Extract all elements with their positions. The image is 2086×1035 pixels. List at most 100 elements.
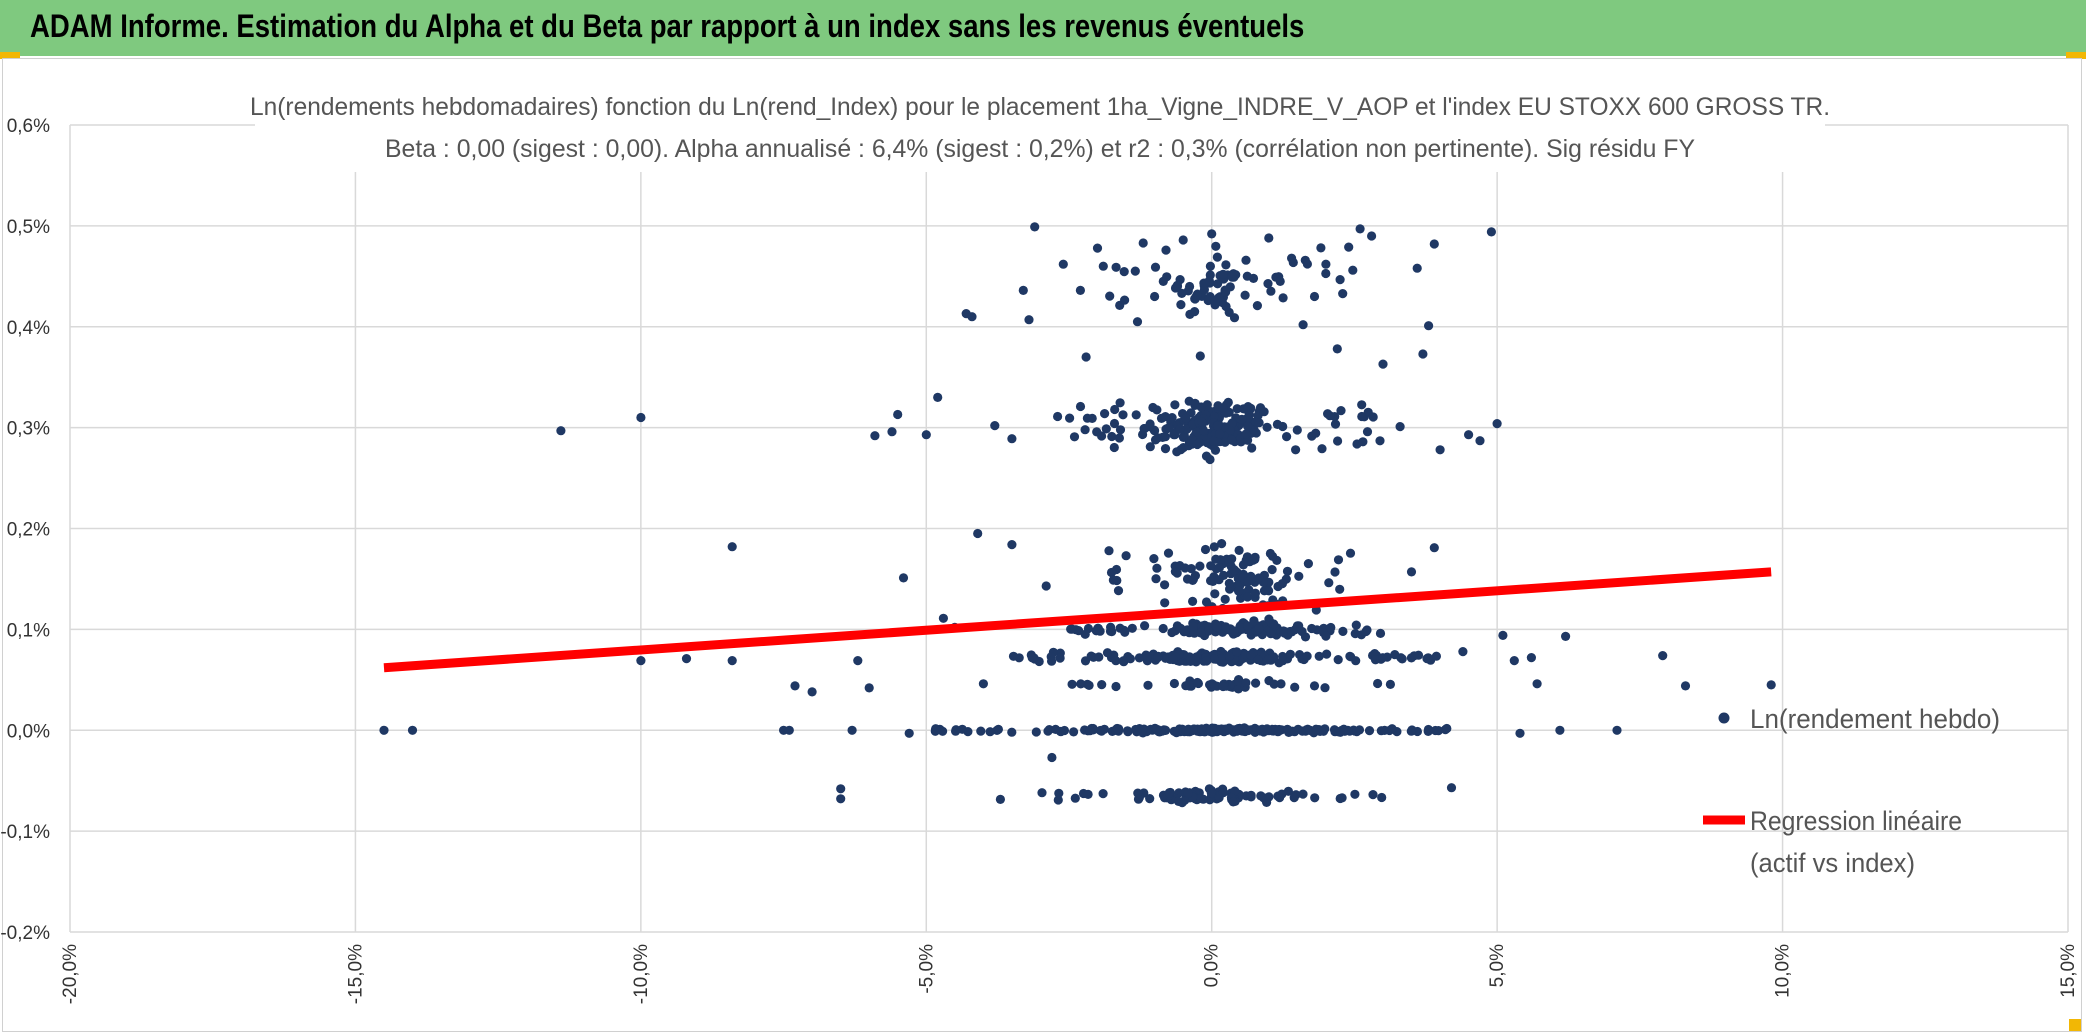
data-point [1289, 793, 1299, 803]
data-point [1041, 581, 1051, 591]
data-point [1201, 451, 1212, 461]
data-point [978, 679, 989, 689]
data-point [556, 426, 566, 436]
data-point [1209, 654, 1219, 664]
data-point [1037, 788, 1047, 798]
banner-accent-left [0, 52, 20, 59]
x-tick-label: 5,0% [1487, 944, 1508, 987]
data-point [1336, 406, 1346, 416]
y-tick-label: 0,4% [7, 318, 50, 339]
banner-accent-right [2066, 52, 2086, 59]
data-point [1182, 424, 1192, 434]
data-point [1317, 444, 1327, 454]
data-point [1121, 551, 1131, 561]
data-point [1276, 679, 1286, 689]
data-point [1195, 351, 1205, 361]
data-point [1260, 725, 1270, 736]
data-point [1199, 285, 1209, 295]
data-point [1232, 647, 1242, 657]
x-tick-label: -5,0% [916, 944, 937, 994]
data-point [1322, 649, 1332, 659]
data-point [990, 421, 1000, 431]
data-point [1125, 654, 1135, 664]
data-point [1241, 429, 1251, 439]
data-point [1188, 621, 1198, 631]
data-point [1069, 727, 1079, 737]
legend-marker-scatter [1718, 712, 1730, 724]
data-point [1196, 793, 1206, 804]
data-point [1429, 543, 1439, 553]
data-point [1163, 548, 1174, 558]
data-point [1302, 259, 1312, 269]
data-point [1278, 626, 1289, 636]
data-point [1043, 726, 1053, 736]
data-point [1254, 418, 1264, 428]
data-point [1368, 790, 1378, 800]
data-point [1197, 417, 1207, 427]
data-point [1367, 231, 1377, 241]
data-point [1173, 796, 1184, 807]
data-point [1264, 676, 1274, 686]
x-tick-label: -10,0% [631, 944, 652, 1004]
resize-handle[interactable] [2069, 1019, 2081, 1031]
data-point [1561, 631, 1571, 642]
data-point [1338, 626, 1348, 637]
data-point [1303, 559, 1313, 569]
data-point [1132, 727, 1142, 737]
data-point [1241, 678, 1251, 688]
data-point [1204, 276, 1214, 286]
data-point [893, 409, 903, 420]
data-point [1206, 561, 1216, 571]
data-point [1218, 403, 1228, 413]
data-point [1218, 788, 1228, 798]
data-point [1277, 579, 1287, 589]
data-point [1680, 681, 1691, 691]
data-point [1176, 445, 1186, 455]
data-point [1226, 554, 1236, 564]
data-point [931, 725, 941, 735]
data-point [1300, 632, 1311, 642]
data-point [1081, 352, 1091, 362]
chart-title: Ln(rendements hebdomadaires) fonction du… [250, 93, 1830, 121]
data-point [1335, 275, 1345, 285]
data-point [1115, 425, 1126, 435]
data-point [1357, 411, 1367, 422]
data-point [1112, 723, 1122, 734]
data-point [1302, 651, 1312, 661]
data-point [1230, 565, 1240, 576]
data-point [1316, 243, 1326, 253]
data-point [1373, 678, 1383, 689]
data-point [1246, 650, 1256, 660]
data-point [1311, 724, 1321, 734]
data-point [1098, 789, 1108, 799]
chart-frame [2, 58, 2082, 1032]
data-point [1212, 622, 1222, 632]
data-point [1234, 545, 1244, 556]
data-point [1053, 411, 1063, 422]
data-point [1321, 631, 1331, 641]
data-point [1172, 621, 1182, 631]
data-point [1345, 548, 1356, 558]
data-point [1131, 410, 1141, 420]
data-point [1190, 307, 1200, 317]
data-point [1160, 580, 1170, 590]
data-point [1104, 546, 1114, 556]
data-point [1766, 680, 1776, 690]
page-title: ADAM Informe. Estimation du Alpha et du … [30, 8, 1305, 44]
data-point [1098, 261, 1108, 271]
data-point [836, 784, 846, 794]
data-point [1378, 359, 1388, 369]
data-point [1431, 651, 1441, 661]
data-point [1283, 786, 1293, 796]
data-point [1378, 653, 1388, 663]
y-tick-label: -0,1% [0, 822, 50, 843]
data-point [1526, 653, 1536, 663]
data-point [1158, 276, 1168, 286]
data-point [1181, 726, 1191, 736]
data-point [1412, 263, 1422, 273]
y-tick-label: -0,2% [0, 923, 50, 944]
data-point [1107, 431, 1117, 442]
data-point [1368, 412, 1378, 422]
data-point [1091, 626, 1101, 636]
data-point [1423, 726, 1433, 737]
